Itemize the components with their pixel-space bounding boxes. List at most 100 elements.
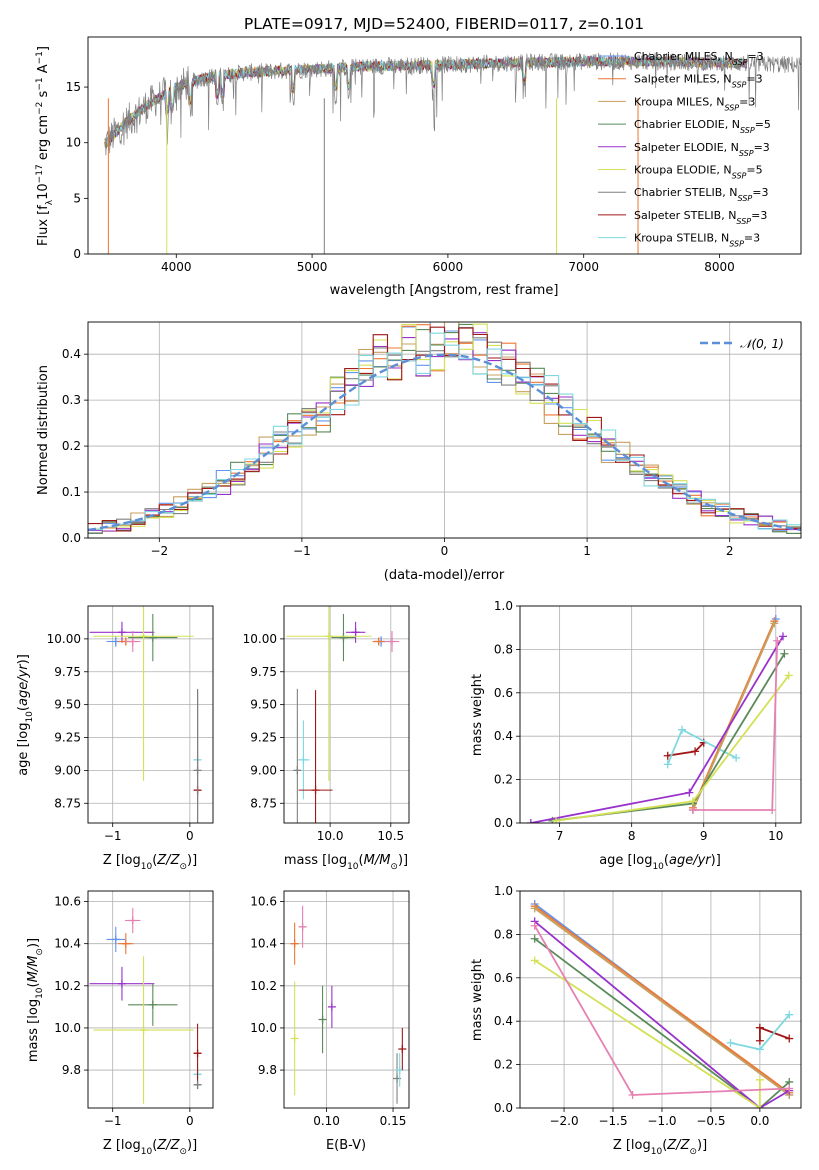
marker-kroupa_elodie — [784, 671, 793, 680]
point-kroupa_elodie — [139, 1026, 148, 1035]
y-tick-label: 0.4 — [494, 1014, 513, 1028]
axes-mass_vs_Z: −1 0 9.8 10.0 10.2 10.4 10.6 — [54, 890, 214, 1128]
legend-text-part: Chabrier ELODIE, N — [634, 118, 740, 131]
legend-text-part: SSP — [739, 148, 754, 157]
label-part: ( — [662, 1138, 667, 1153]
label-part: age [log — [16, 723, 31, 776]
y-tick-label: 0.4 — [494, 729, 513, 743]
y-tick-label: 9.00 — [54, 763, 81, 777]
figure-title: PLATE=0917, MJD=52400, FIBERID=0117, z=0… — [244, 15, 644, 33]
y-axis-label: Normed distribution — [36, 365, 51, 495]
y-tick-label: 9.8 — [62, 1063, 81, 1077]
axes-spectrum: 4000 5000 6000 7000 8000 0 5 10 15 — [66, 36, 802, 274]
axes-mass_vs_ebv: 0.10 0.15 9.8 10.0 10.2 10.4 10.6 — [250, 890, 410, 1128]
y-tick-label: 0.1 — [62, 485, 81, 499]
marker-pink — [628, 1090, 637, 1099]
label-part: M/M — [26, 956, 41, 983]
marker-salpeter_stelib — [691, 747, 700, 756]
point-salpeter_elodie — [327, 1002, 336, 1011]
axes-weight_vs_Z: −2.0 −1.5 −1.0 −0.5 0.0 0.0 0.2 0.4 0.6 0.8 1.0 — [494, 884, 802, 1128]
axes-residuals: −2 −1 0 1 2 0.0 0.1 0.2 0.3 0.4 — [62, 321, 802, 558]
plot-area-mass_vs_Z — [89, 907, 202, 1104]
marker-kroupa_elodie — [530, 956, 539, 965]
y-tick-label: 0.0 — [62, 531, 81, 545]
legend-entry-chabrier_stelib: Chabrier STELIB, NSSP=3 — [634, 186, 768, 203]
label-part: )] — [16, 654, 31, 664]
label-part: 10 — [36, 183, 51, 200]
marker-pink — [773, 636, 782, 645]
marker-salpeter_stelib — [755, 1036, 764, 1045]
y-tick-label: 0.3 — [62, 393, 81, 407]
x-axis-label-Z: Z [log10(Z/Z⊙)] — [613, 1138, 707, 1157]
marker-salpeter_elodie — [526, 819, 535, 823]
y-tick-label: 10 — [66, 136, 81, 150]
x-axis-label-age: age [log10(age/yr)] — [599, 853, 721, 872]
legend-text-part: Chabrier STELIB, N — [634, 186, 738, 199]
x-tick-label: −1 — [104, 829, 122, 843]
point-salpeter_miles — [121, 939, 130, 948]
x-tick-label: 9 — [700, 829, 708, 843]
line-salpeter_miles — [534, 905, 790, 1094]
gaussian-curve — [88, 353, 801, 532]
x-axis-label-mass: mass [log10(M/M⊙)] — [284, 853, 408, 872]
label-part: Z/Z — [666, 1138, 690, 1153]
legend-entry-salpeter_elodie: Salpeter ELODIE, NSSP=3 — [634, 141, 770, 158]
plot-area-spectrum — [103, 52, 801, 254]
label-part: 10 — [35, 987, 45, 999]
x-tick-label: 8 — [628, 829, 636, 843]
point-salpeter_stelib — [311, 786, 320, 795]
x-tick-label: −2.0 — [549, 1114, 578, 1128]
x-tick-label: 0 — [186, 829, 194, 843]
legend-entry-salpeter_miles: Salpeter MILES, NSSP=3 — [634, 73, 763, 90]
legend-text-part: SSP — [732, 171, 747, 180]
legend-text-part: SSP — [733, 58, 748, 67]
marker-pink — [785, 1084, 794, 1093]
y-tick-label: 10.6 — [54, 895, 81, 909]
point-chabrier_miles — [111, 935, 120, 944]
line-salpeter_elodie — [534, 920, 790, 1108]
legend-text-part: =3 — [751, 209, 767, 222]
y-tick-label: 10.0 — [250, 1021, 277, 1035]
y-tick-label: 9.50 — [54, 698, 81, 712]
line-salpeter_stelib — [759, 1026, 790, 1041]
legend-entry-salpeter_stelib: Salpeter STELIB, NSSP=3 — [634, 209, 767, 226]
point-chabrier_stelib — [293, 766, 302, 775]
line-kroupa_miles — [692, 623, 776, 811]
y-tick-label: 9.50 — [250, 698, 277, 712]
point-chabrier_elodie — [318, 1015, 327, 1024]
marker-salpeter_elodie — [685, 788, 694, 797]
legend-text-part: Kroupa STELIB, N — [634, 232, 729, 245]
label-part: age/yr — [669, 853, 712, 868]
legend-text-part: Chabrier MILES, N — [634, 50, 733, 63]
point-salpeter_stelib — [193, 1049, 202, 1058]
axes-frame — [283, 890, 410, 1109]
x-tick-label: 0.10 — [313, 1114, 340, 1128]
point-salpeter_miles — [374, 637, 383, 646]
marker-kroupa_stelib — [755, 1045, 764, 1054]
x-axis-label: (data-model)/error — [384, 568, 505, 583]
label-part: Z/Z — [156, 853, 180, 868]
axes-age_vs_Z: −1 0 8.75 9.00 9.25 9.50 9.75 10.00 — [47, 605, 214, 843]
legend-entry-chabrier_elodie: Chabrier ELODIE, NSSP=5 — [634, 118, 771, 135]
label-part: ⊙ — [35, 948, 45, 956]
label-part: −17 — [35, 164, 45, 183]
y-tick-label: 0.8 — [494, 642, 513, 656]
x-tick-label: 5000 — [297, 260, 328, 274]
legend-text-part: SSP — [738, 194, 753, 203]
label-part: ( — [359, 853, 364, 868]
y-tick-label: 1.0 — [494, 884, 513, 898]
y-tick-label: 0.0 — [494, 1101, 513, 1115]
label-part: 10 — [141, 1147, 153, 1157]
axes-frame — [283, 605, 410, 824]
y-tick-label: 5 — [73, 191, 81, 205]
marker-kroupa_stelib — [663, 760, 672, 769]
marker-kroupa_stelib — [732, 753, 741, 762]
label-part: ( — [16, 706, 31, 711]
y-tick-label: 0.8 — [494, 927, 513, 941]
x-tick-label: −2 — [150, 544, 168, 558]
y-tick-label: 0.6 — [494, 686, 513, 700]
x-tick-label: 7000 — [568, 260, 599, 274]
marker-pink — [768, 805, 777, 814]
legend-entry-kroupa_stelib: Kroupa STELIB, NSSP=3 — [634, 232, 760, 249]
